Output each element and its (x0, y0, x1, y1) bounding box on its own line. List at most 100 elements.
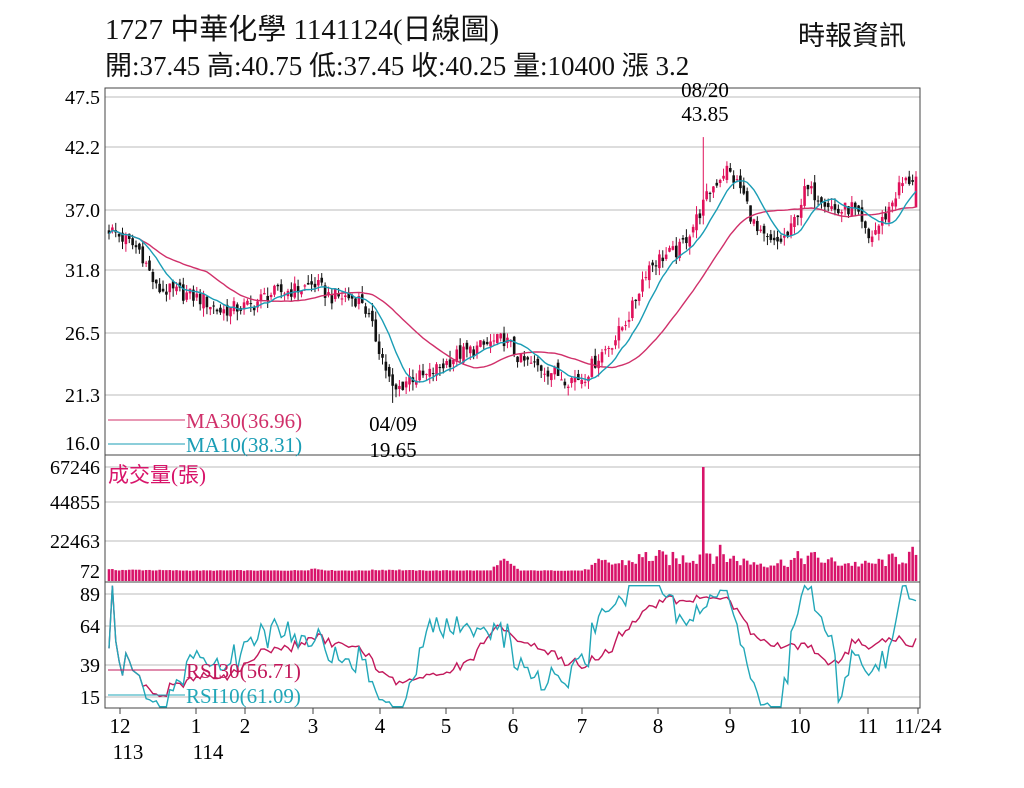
volume-bar (435, 570, 438, 581)
candle (823, 202, 827, 207)
volume-bar (131, 569, 134, 581)
volume-bar (188, 570, 192, 581)
volume-bar (310, 568, 313, 581)
candle (577, 373, 580, 381)
candle (266, 295, 269, 301)
volume-bar (293, 570, 297, 581)
volume-bar (823, 562, 827, 581)
candle (347, 292, 351, 299)
candle (458, 345, 462, 359)
candle (901, 183, 904, 187)
rsi-tick: 15 (80, 687, 100, 709)
volume-bar (181, 570, 185, 581)
volume-bar (546, 570, 550, 581)
candle (192, 289, 195, 301)
month-label: 2 (240, 714, 251, 738)
volume-bar (455, 570, 459, 581)
volume-bar (597, 558, 600, 581)
volume-bar (313, 568, 317, 581)
candle (408, 375, 411, 385)
candle (306, 282, 310, 285)
candle (371, 310, 374, 322)
candle (181, 284, 185, 301)
volume-bar (843, 563, 847, 581)
candle (745, 191, 749, 202)
candle (678, 241, 681, 258)
candle (121, 232, 124, 242)
volume-title: 成交量(張) (108, 463, 206, 487)
volume-bar (205, 570, 209, 581)
volume-bar (506, 560, 509, 581)
volume-bar (864, 560, 867, 581)
volume-bar (837, 565, 840, 581)
volume-bar (647, 561, 651, 581)
volume-bar (492, 566, 496, 581)
volume-bar (279, 570, 283, 581)
volume-bar (685, 562, 688, 581)
candle (739, 175, 742, 189)
ohlc-summary: 開:37.45 高:40.75 低:37.45 收:40.25 量:10400 … (105, 51, 690, 81)
candle (448, 359, 452, 368)
candle (320, 277, 324, 283)
volume-bar (161, 570, 165, 581)
volume-bar (367, 570, 371, 581)
candle (840, 212, 844, 214)
volume-bar (259, 570, 263, 581)
volume-bar (914, 554, 918, 581)
candle (154, 279, 158, 284)
volume-bar (171, 570, 175, 581)
volume-bar (769, 565, 773, 581)
volume-bar (560, 570, 563, 581)
candle (732, 175, 735, 183)
volume-bar (452, 570, 455, 581)
candle (425, 373, 428, 375)
volume-bar (850, 565, 854, 581)
volume-bar (793, 557, 796, 581)
candle (647, 265, 651, 281)
volume-bar (371, 569, 374, 581)
month-label: 9 (725, 714, 736, 738)
volume-bar (779, 559, 783, 581)
candle (111, 227, 114, 231)
volume-bar (303, 570, 307, 581)
candle (806, 184, 810, 190)
candle (776, 236, 779, 242)
candle (803, 186, 806, 206)
volume-bar (550, 570, 553, 581)
candle (850, 202, 854, 217)
volume-bar (637, 554, 641, 581)
candle (124, 235, 128, 245)
volume-bar (847, 563, 850, 581)
candle (570, 378, 573, 384)
volume-bar (195, 570, 199, 581)
volume-tick: 44855 (50, 492, 100, 514)
volume-bar (776, 563, 779, 581)
volume-bar (364, 570, 367, 581)
candle (303, 285, 307, 287)
volume-bar (664, 554, 668, 581)
candle (310, 281, 313, 285)
month-label: 6 (508, 714, 519, 738)
volume-bar (830, 557, 833, 581)
month-label: 1 (191, 714, 202, 738)
volume-bar (468, 570, 472, 581)
candle (236, 304, 239, 312)
candle (779, 238, 783, 242)
year-label: 113 (113, 740, 144, 764)
source-label: 時報資訊 (798, 21, 906, 51)
candle (357, 295, 361, 305)
candle (475, 345, 479, 355)
candle (671, 246, 675, 250)
candle (165, 291, 168, 295)
volume-bar (138, 569, 141, 581)
candle (293, 283, 297, 298)
volume-bar (570, 570, 573, 581)
candle (614, 340, 617, 346)
volume-bar (600, 560, 604, 581)
volume-bar (874, 563, 877, 581)
candle (722, 175, 725, 179)
volume-bar (725, 562, 729, 581)
volume-bar (114, 570, 118, 581)
volume-bar (269, 570, 273, 581)
rsi30-legend: RSI30(56.71) (186, 659, 301, 683)
